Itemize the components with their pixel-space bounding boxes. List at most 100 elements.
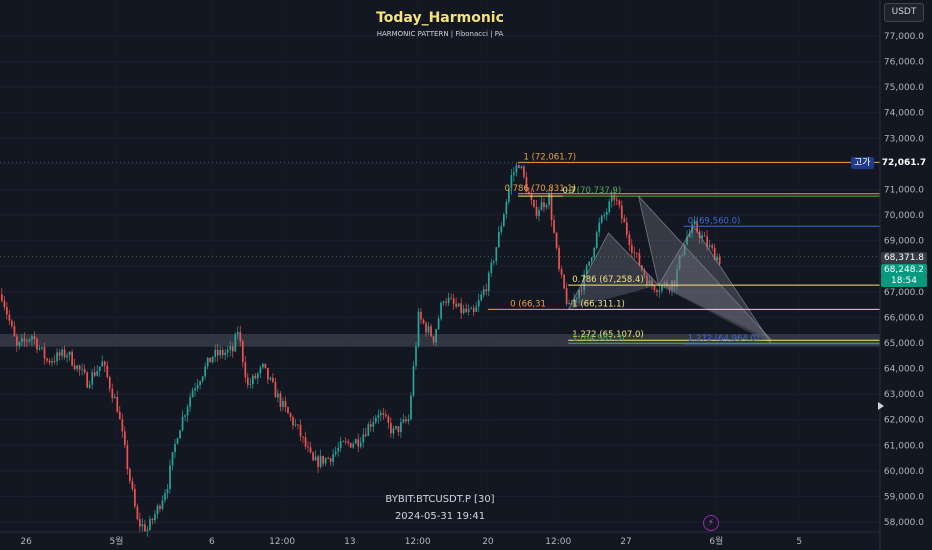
candle-body (538, 210, 540, 216)
y-tick-label: 77,000.0 (884, 32, 924, 42)
candle-body (515, 165, 518, 173)
candle-body (292, 416, 294, 426)
y-tick-label: 71,000.0 (884, 185, 924, 195)
candle-body (23, 338, 26, 341)
candle-body (447, 297, 450, 303)
currency-button[interactable]: USDT (884, 3, 924, 22)
y-tick-label: 76,000.0 (884, 58, 924, 68)
candle-body (480, 294, 483, 301)
candle-body (164, 493, 166, 501)
candle-body (578, 289, 580, 298)
candle-body (535, 206, 538, 216)
candle-body (221, 349, 224, 356)
candle-body (397, 426, 400, 433)
candle-body (151, 518, 154, 521)
candle-body (359, 442, 362, 447)
candle-body (201, 376, 204, 382)
candle-body (53, 361, 56, 362)
current-price-tag: 68,248.2 (881, 264, 927, 276)
candle-body (76, 365, 78, 370)
fib-level-label: 0.786 (67,258.4) (572, 275, 644, 285)
candle-body (465, 308, 468, 312)
candle-body (593, 248, 596, 258)
candle-body (432, 336, 435, 343)
candle-body (6, 307, 8, 315)
candle-body (93, 372, 96, 376)
x-tick-label: 12:00 (405, 537, 431, 547)
candle-body (703, 235, 706, 237)
candle-body (445, 301, 447, 303)
candle-body (21, 338, 23, 342)
candle-body (422, 319, 425, 324)
candle-body (204, 366, 207, 377)
candle-body (267, 367, 269, 380)
fib-level-label: 0.786 (70,831.1) (505, 184, 577, 194)
lightning-icon[interactable]: ⚡ (703, 515, 719, 531)
fib-level-label: 1 (64,987.3) (572, 333, 625, 343)
candle-body (462, 308, 465, 314)
candle-body (543, 202, 545, 208)
candle-body (545, 204, 548, 208)
candle-body (38, 347, 41, 350)
candle-body (588, 261, 591, 266)
candle-body (663, 282, 666, 286)
candle-body (518, 165, 520, 169)
candle-body (357, 439, 360, 447)
candle-body (11, 320, 13, 327)
candle-body (61, 349, 63, 356)
candle-body (219, 349, 222, 356)
candle-body (159, 505, 161, 509)
x-tick-label: 26 (20, 537, 32, 547)
fib-level-label: 0 (66,31 (510, 299, 546, 309)
candle-body (289, 413, 292, 417)
candle-body (583, 274, 586, 291)
candle-body (327, 458, 329, 459)
candle-body (492, 261, 495, 263)
candle-body (653, 285, 656, 291)
candle-body (558, 247, 560, 269)
candle-body (600, 215, 603, 223)
candle-body (259, 367, 262, 374)
candle-body (196, 385, 199, 389)
harmonic-triangle (568, 232, 659, 310)
candle-body (470, 308, 473, 310)
fib-level-label: 1.272 (64,964.0) (688, 334, 760, 344)
candle-body (123, 431, 126, 446)
candle-body (236, 332, 239, 335)
candle-body (633, 252, 636, 254)
candle-body (91, 372, 94, 385)
y-tick-label: 74,000.0 (884, 109, 924, 119)
candle-body (510, 175, 513, 189)
candle-body (274, 381, 277, 398)
candle-body (678, 255, 681, 269)
y-tick-label: 73,000.0 (884, 134, 924, 144)
candle-body (81, 369, 84, 371)
x-tick-label: 12:00 (269, 537, 295, 547)
candle-body (174, 443, 176, 453)
fib-level-label: 1 (66,311.1) (572, 299, 625, 309)
candle-body (565, 288, 568, 304)
candle-body (297, 424, 299, 426)
candle-body (548, 193, 550, 205)
candle-body (683, 244, 686, 256)
scroll-right-icon[interactable] (878, 402, 884, 410)
candle-body (560, 268, 563, 275)
candle-body (435, 329, 437, 343)
candle-body (209, 357, 212, 363)
candle-body (450, 297, 452, 299)
candle-body (590, 257, 593, 262)
candle-body (249, 384, 252, 385)
candle-body (98, 366, 101, 371)
candle-body (347, 441, 350, 443)
x-tick-label: 5월 (109, 535, 123, 547)
candle-body (48, 360, 51, 363)
indicator-subtitle: HARMONIC PATTERN | Fibonacci | PA (376, 30, 504, 38)
candle-body (525, 176, 528, 193)
candle-body (520, 166, 523, 169)
candle-body (342, 441, 345, 443)
candle-body (425, 323, 427, 333)
candle-body (86, 372, 89, 388)
candle-body (41, 347, 43, 348)
candle-body (553, 220, 555, 233)
